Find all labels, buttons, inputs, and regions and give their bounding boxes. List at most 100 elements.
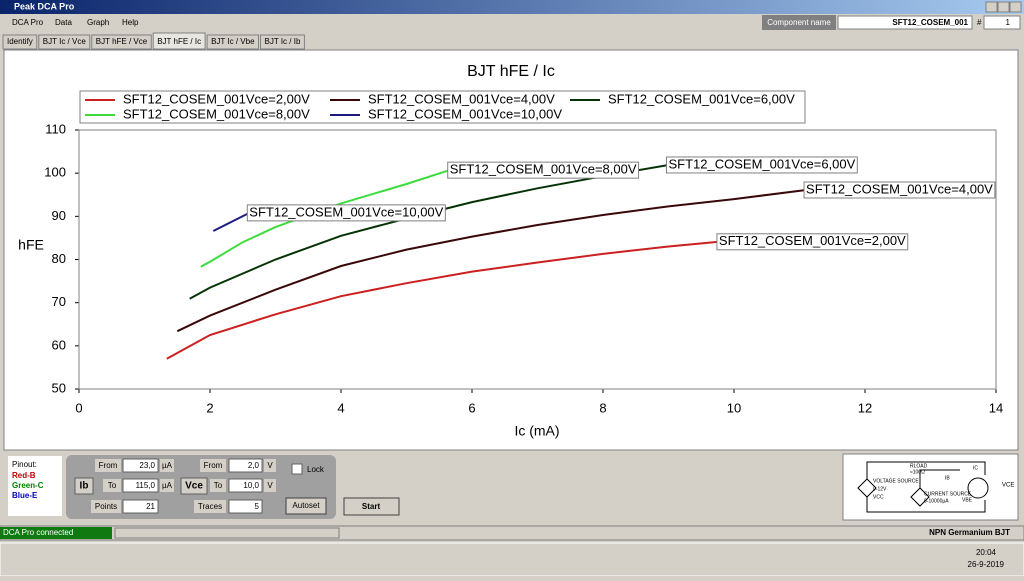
diagram-text: VOLTAGE SOURCE	[873, 478, 919, 484]
start-label: Start	[362, 502, 381, 511]
tab-label: BJT Ic / Vbe	[211, 37, 255, 46]
number-field[interactable]	[983, 15, 1021, 30]
x-tick-label: 2	[206, 400, 213, 415]
x-tick-label: 10	[727, 400, 741, 415]
tab-bar: Identify BJT Ic / Vce BJT hFE / Vce BJT hFE…	[2, 32, 305, 50]
ib-from-field[interactable]	[122, 458, 159, 473]
tab-label: BJT hFE / Ic	[157, 37, 201, 46]
vce-to-field[interactable]	[228, 478, 263, 493]
label-bg	[95, 459, 121, 472]
diagram-text: IB	[945, 475, 950, 481]
lock-label: Lock	[307, 465, 325, 474]
vce-from-unit: V	[267, 461, 273, 470]
close[interactable]	[1009, 1, 1022, 13]
menu-item[interactable]: DCA Pro	[12, 18, 44, 27]
lock-checkbox[interactable]	[291, 463, 303, 475]
diagram-text: 0-12V	[873, 486, 887, 492]
pinout-title: Pinout:	[12, 460, 37, 469]
diagram-bg	[842, 453, 1019, 521]
tab[interactable]	[260, 34, 305, 50]
vce-from-label: From	[204, 461, 223, 470]
tab-label: BJT Ic / Ib	[265, 37, 301, 46]
component-field[interactable]	[837, 15, 973, 30]
legend-label: SFT12_COSEM_001Vce=10,00V	[368, 106, 562, 121]
controls: Ib From 23,0 µA To 115,0 µA Points 21 Vc…	[66, 455, 400, 519]
ib-to-field[interactable]	[122, 478, 159, 493]
pin: Green-C	[12, 481, 44, 490]
series-end-label: SFT12_COSEM_001Vce=10,00V	[249, 204, 443, 219]
unit-bg	[160, 479, 174, 492]
series-end-label: SFT12_COSEM_001Vce=2,00V	[719, 233, 906, 248]
clock-time: 20:04	[976, 548, 997, 557]
series-end-label-box	[246, 204, 446, 222]
label-bg	[103, 479, 121, 492]
window-buttons	[985, 1, 1022, 13]
vce-from-field[interactable]	[228, 458, 263, 473]
menu-item[interactable]: Graph	[87, 18, 109, 27]
maximize[interactable]	[997, 1, 1010, 13]
number-label: #	[977, 18, 982, 27]
points: 21	[146, 502, 155, 511]
chart-title: BJT hFE / Ic	[467, 63, 555, 80]
label-bg	[194, 500, 226, 513]
vce-to-unit: V	[267, 481, 273, 490]
diagram-text: ≈100Ω	[910, 469, 925, 475]
traces-field[interactable]	[228, 499, 263, 514]
legend-label: SFT12_COSEM_001Vce=8,00V	[123, 106, 310, 121]
vce-from: 2,0	[248, 461, 260, 470]
transistor	[967, 477, 989, 499]
traces: 5	[255, 502, 260, 511]
status-connection: DCA Pro connected	[3, 528, 73, 537]
traces-label: Traces	[198, 502, 222, 511]
autoset-button[interactable]	[285, 497, 327, 515]
tab[interactable]	[91, 34, 152, 50]
ib-to: 115,0	[136, 481, 156, 490]
component-name: SFT12_COSEM_001	[892, 18, 968, 27]
diagram-text: CURRENT SOURCE	[924, 491, 972, 497]
series-line	[166, 240, 719, 360]
tab[interactable]	[206, 34, 260, 50]
series-line	[176, 189, 807, 333]
diagram-text: VBE	[962, 497, 973, 503]
tab-label: Identify	[7, 37, 33, 46]
series-end-label-box	[803, 181, 996, 199]
start-button[interactable]	[343, 497, 400, 516]
ib-from: 23,0	[139, 461, 155, 470]
series-line	[212, 212, 250, 232]
unit-bg	[264, 459, 276, 472]
minimize[interactable]	[985, 1, 998, 13]
window-title: Peak DCA Pro	[14, 1, 75, 11]
menu-item[interactable]: Data	[55, 18, 72, 27]
title-bar	[0, 0, 1024, 14]
x-tick-label: 12	[858, 400, 872, 415]
pin: Blue-E	[12, 491, 38, 500]
y-axis-label: hFE	[18, 237, 44, 253]
y-tick-label: 70	[52, 294, 66, 309]
ib-label: Ib	[80, 481, 89, 492]
vce-to-label: To	[214, 481, 223, 490]
series-end-label: SFT12_COSEM_001Vce=8,00V	[450, 162, 637, 177]
x-axis-label: Ic (mA)	[514, 423, 559, 439]
pin: Red-B	[12, 471, 36, 480]
status-device: NPN Germanium BJT	[929, 528, 1010, 537]
ib-from-label: From	[99, 461, 118, 470]
progress-bar	[114, 527, 340, 539]
pinout-bg	[8, 456, 62, 516]
legend-box	[79, 90, 806, 124]
x-tick-label: 6	[468, 400, 475, 415]
series-line	[200, 169, 451, 268]
clock-date: 26-9-2019	[968, 560, 1005, 569]
tab[interactable]	[2, 34, 38, 50]
tab[interactable]	[152, 32, 206, 50]
y-tick-label: 100	[44, 165, 66, 180]
y-tick-label: 110	[45, 121, 66, 136]
autoset-label: Autoset	[292, 501, 320, 510]
tab[interactable]	[38, 34, 91, 50]
ib-to-unit: µA	[162, 481, 173, 490]
vce-box	[180, 477, 208, 495]
diagram-text: 0-10000µA	[924, 498, 949, 504]
tab-label: BJT Ic / Vce	[43, 37, 87, 46]
y-tick-label: 60	[52, 337, 66, 352]
points-field[interactable]	[122, 499, 159, 514]
menu-item[interactable]: Help	[122, 18, 139, 27]
